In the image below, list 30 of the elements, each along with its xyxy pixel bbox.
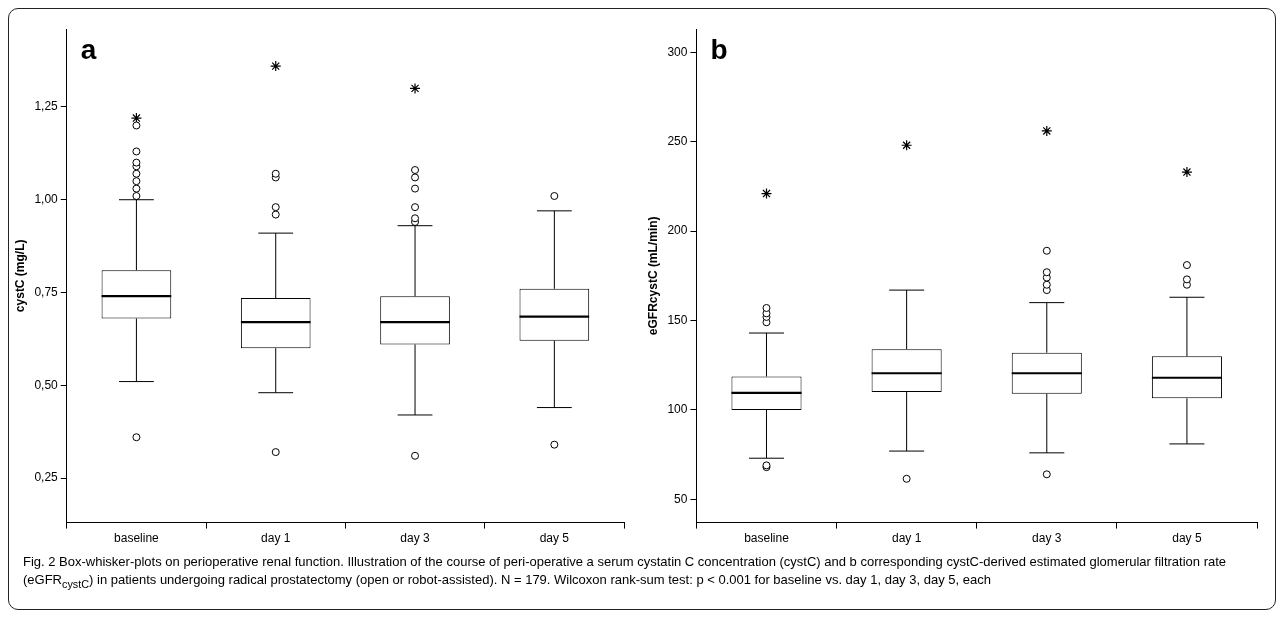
y-tick-label: 300 <box>667 44 688 59</box>
x-tick-label: day 5 <box>539 531 570 546</box>
y-tick-label: 0,75 <box>34 284 59 299</box>
point <box>270 60 282 72</box>
y-tick-label: 200 <box>667 223 688 238</box>
x-tick-label: day 3 <box>1032 531 1062 546</box>
x-tick-label: day 3 <box>400 531 431 546</box>
y-tick-label: 50 <box>674 491 688 506</box>
y-tick-label: 1,00 <box>34 192 59 207</box>
y-tick-label: 100 <box>667 402 688 417</box>
x-tick-label: day 1 <box>891 531 922 546</box>
y-axis-title: eGFRcystC (mL/min) <box>645 216 660 336</box>
point <box>1041 125 1053 137</box>
y-tick-label: 250 <box>667 133 688 148</box>
chart-title: a <box>80 33 97 65</box>
caption: Fig. 2 Box-whisker-plots on perioperative renal function. Illustration of the course of peri-operative a serum cystatin C concentration (cystC) and b corresponding cystC-derived estimated glomerular filtration rate (eGFR$_{cystC}$) in patients undergoing radical prostatectomy (open or robot-assisted). N = 179. Wilcoxon rank-sum test: p < 0.001 for baseline vs. day 1, day 3, day 5, each <box>22 553 1228 592</box>
x-tick-label: day 5 <box>1172 531 1202 546</box>
point <box>901 139 913 151</box>
y-tick-label: 0,50 <box>34 377 59 392</box>
y-tick-label: 1,25 <box>34 99 59 114</box>
x-tick-label: baseline <box>744 531 790 546</box>
y-tick-label: 0,25 <box>34 470 59 485</box>
point <box>760 187 773 200</box>
y-tick-label: 150 <box>667 312 688 327</box>
point <box>1181 166 1193 178</box>
point <box>409 82 421 94</box>
y-axis-title: cystC (mg/L) <box>12 239 27 313</box>
x-tick-label: baseline <box>114 531 160 546</box>
chart-title: b <box>710 33 728 65</box>
x-tick-label: day 1 <box>261 531 291 546</box>
